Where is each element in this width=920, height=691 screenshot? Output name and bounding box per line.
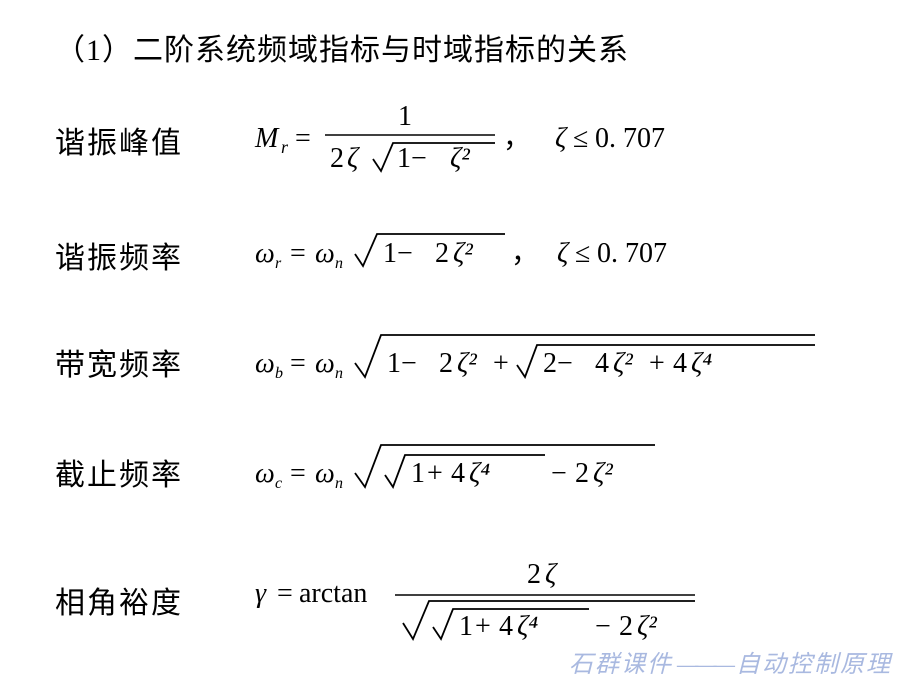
sqrt-sign bbox=[373, 143, 495, 171]
wr-sub: r bbox=[275, 255, 282, 272]
formula-wr: ω r = ω n 1− 2 ζ² ， ζ ≤ 0. 707 bbox=[255, 222, 880, 287]
wc-omega: ω bbox=[255, 458, 275, 489]
two3: 2 bbox=[439, 348, 453, 379]
wc-wn: ω bbox=[315, 458, 335, 489]
one-minus: 1− bbox=[397, 143, 427, 174]
wb-wn-sub: n bbox=[335, 365, 343, 382]
zsq3: ζ² bbox=[457, 348, 477, 379]
num-1: 1 bbox=[398, 101, 412, 132]
two5: 2 bbox=[619, 611, 633, 642]
two4: 2 bbox=[575, 458, 589, 489]
wr-omega: ω bbox=[255, 238, 275, 269]
footer-watermark: 石群课件———自动控制原理 bbox=[569, 644, 892, 679]
one5: 1 bbox=[459, 611, 473, 642]
one-minus2: 1− bbox=[383, 238, 413, 269]
wb-sub: b bbox=[275, 365, 283, 382]
label-cutoff: 截止频率 bbox=[55, 450, 255, 494]
wr-eq: = bbox=[290, 238, 306, 269]
plus3: + bbox=[493, 348, 509, 379]
zsq4: ζ² bbox=[593, 458, 613, 489]
z4-3: ζ⁴ bbox=[691, 348, 712, 379]
formula-mr: M r = 1 2 ζ 1− ζ² ， ζ ≤ 0. 707 bbox=[255, 97, 880, 182]
label-bandwidth: 带宽频率 bbox=[55, 340, 255, 384]
row-resonant-peak: 谐振峰值 M r = 1 2 ζ 1− ζ² ， ζ ≤ 0. 707 bbox=[55, 97, 880, 182]
wb-eq: = bbox=[290, 348, 306, 379]
two-minus3: 2− bbox=[543, 348, 573, 379]
row-cutoff: 截止频率 ω c = ω n 1 + 4 ζ⁴ − 2 ζ² bbox=[55, 437, 880, 507]
cond-leq: ≤ bbox=[573, 123, 588, 154]
page-content: （1）二阶系统频域指标与时域指标的关系 谐振峰值 M r = 1 2 ζ 1− … bbox=[0, 0, 920, 652]
formula-wc: ω c = ω n 1 + 4 ζ⁴ − 2 ζ² bbox=[255, 437, 880, 507]
cond-val: 0. 707 bbox=[595, 123, 665, 154]
label-resonant-freq: 谐振频率 bbox=[55, 233, 255, 277]
gamma: γ bbox=[255, 578, 267, 609]
cond-z2: ζ bbox=[557, 238, 570, 269]
row-resonant-freq: 谐振频率 ω r = ω n 1− 2 ζ² ， ζ ≤ 0. 707 bbox=[55, 222, 880, 287]
label-resonant-peak: 谐振峰值 bbox=[55, 118, 255, 162]
four4: 4 bbox=[451, 458, 465, 489]
sym-eq: = bbox=[295, 123, 311, 154]
one4: 1 bbox=[411, 458, 425, 489]
wn-sub: n bbox=[335, 255, 343, 272]
formula-wb: ω b = ω n 1− 2 ζ² + 2− 4 ζ² + 4 ζ⁴ bbox=[255, 327, 880, 397]
z4-5: ζ⁴ bbox=[517, 611, 538, 642]
two2: 2 bbox=[435, 238, 449, 269]
sqrt2 bbox=[355, 234, 505, 266]
wn-omega: ω bbox=[315, 238, 335, 269]
sym-r-sub: r bbox=[281, 137, 289, 157]
comma: ， bbox=[503, 123, 531, 154]
formula-gamma: γ = arctan 2 ζ 1 + 4 ζ⁴ − 2 ζ² bbox=[255, 547, 880, 652]
num-zeta: ζ bbox=[545, 559, 558, 590]
one-minus3: 1− bbox=[387, 348, 417, 379]
num-2: 2 bbox=[527, 559, 541, 590]
val2: 0. 707 bbox=[597, 238, 667, 269]
leq2: ≤ bbox=[575, 238, 590, 269]
cond-zeta: ζ bbox=[555, 123, 568, 154]
wc-eq: = bbox=[290, 458, 306, 489]
zsq5: ζ² bbox=[637, 611, 657, 642]
sym-M: M bbox=[254, 123, 280, 154]
den-zeta: ζ bbox=[347, 143, 360, 174]
zeta-sq2: ζ² bbox=[453, 238, 473, 269]
footer-left: 石群课件 bbox=[569, 652, 673, 678]
wb-omega: ω bbox=[255, 348, 275, 379]
g-eq: = bbox=[277, 578, 293, 609]
zeta-sq: ζ² bbox=[450, 143, 470, 174]
four-b: 4 bbox=[673, 348, 687, 379]
minus5: − bbox=[595, 611, 611, 642]
z4-4: ζ⁴ bbox=[469, 458, 490, 489]
four5: 4 bbox=[499, 611, 513, 642]
row-phase-margin: 相角裕度 γ = arctan 2 ζ 1 + 4 ζ⁴ − 2 bbox=[55, 547, 880, 652]
plus5: + bbox=[475, 611, 491, 642]
comma2: ， bbox=[511, 238, 539, 269]
section-title: （1）二阶系统频域指标与时域指标的关系 bbox=[55, 25, 880, 69]
footer-right: 自动控制原理 bbox=[736, 652, 892, 678]
plus4: + bbox=[427, 458, 443, 489]
minus4: − bbox=[551, 458, 567, 489]
sqrt-inner4 bbox=[385, 455, 545, 487]
zsq3b: ζ² bbox=[613, 348, 633, 379]
row-bandwidth: 带宽频率 ω b = ω n 1− 2 ζ² + 2− 4 ζ² + 4 bbox=[55, 327, 880, 397]
sqrt-outer3 bbox=[355, 335, 815, 377]
footer-dash: ——— bbox=[677, 652, 732, 678]
four-a: 4 bbox=[595, 348, 609, 379]
label-phase-margin: 相角裕度 bbox=[55, 578, 255, 622]
plus3b: + bbox=[649, 348, 665, 379]
den-2: 2 bbox=[330, 143, 344, 174]
wb-wn: ω bbox=[315, 348, 335, 379]
wc-sub: c bbox=[275, 475, 282, 492]
wc-wn-sub: n bbox=[335, 475, 343, 492]
arctan: arctan bbox=[299, 578, 367, 609]
